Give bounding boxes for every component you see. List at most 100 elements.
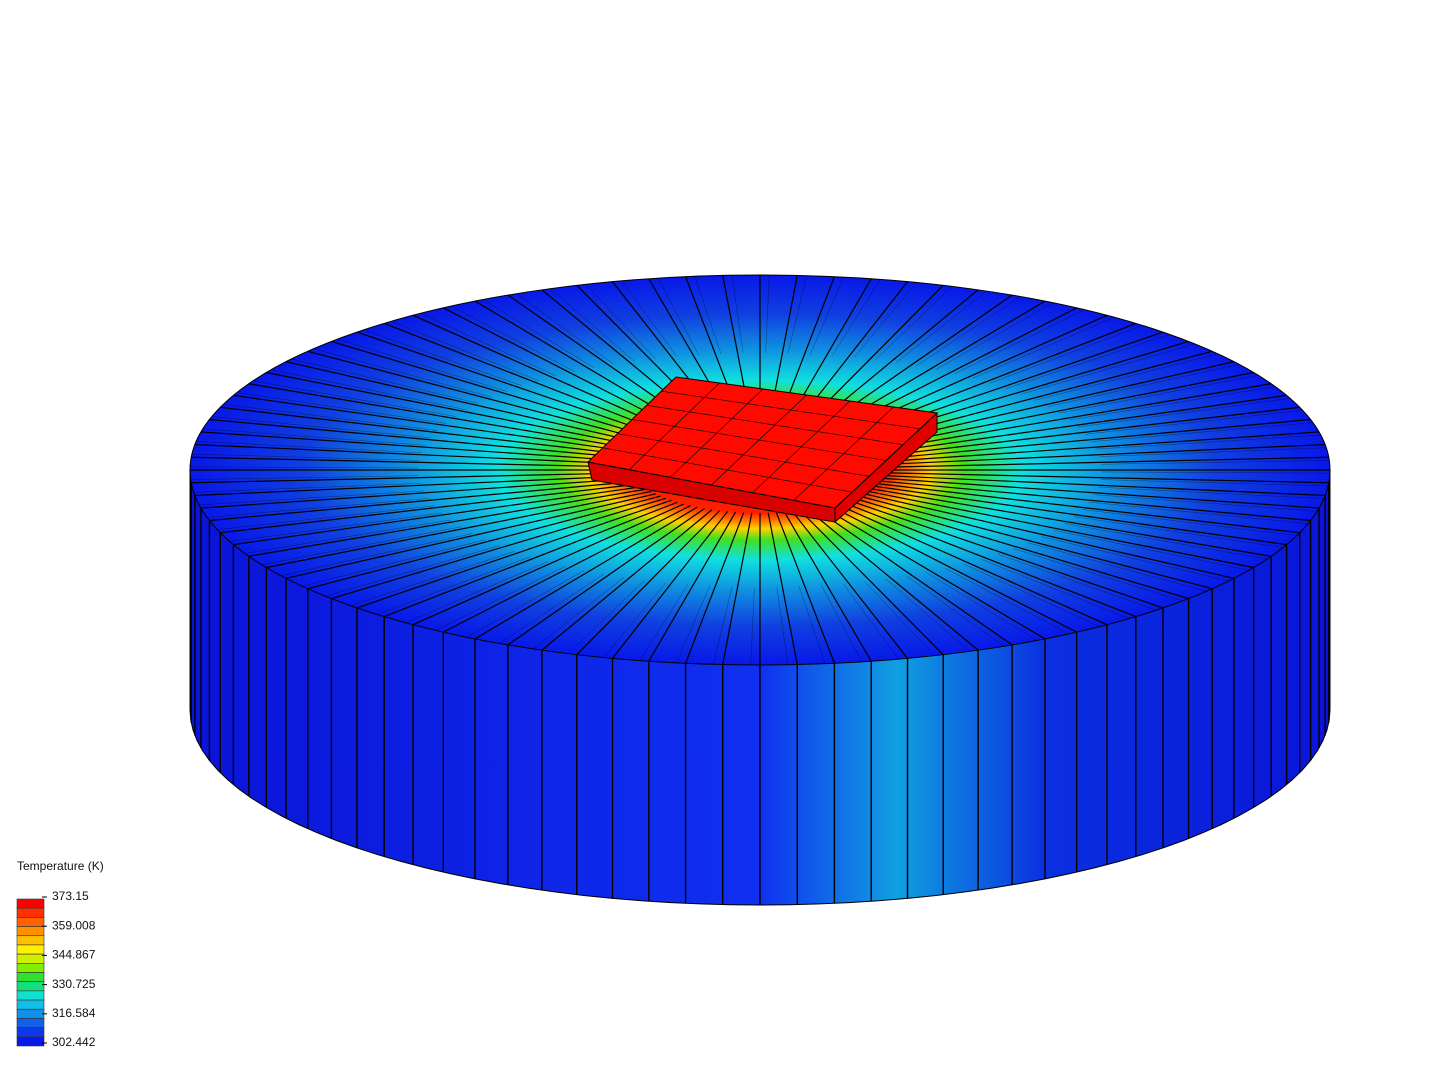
mesh-line: [1047, 364, 1240, 407]
mesh-line: [926, 572, 1037, 641]
mesh-line: [191, 453, 420, 461]
mesh-line: [864, 581, 935, 656]
mesh-line: [405, 561, 548, 623]
legend-band: [16, 944, 45, 955]
fin-edge: [266, 490, 652, 569]
fin-edge: [285, 361, 656, 447]
legend-tick-label: 316.584: [52, 1006, 96, 1020]
mesh-line: [731, 275, 744, 354]
mesh-line: [1041, 536, 1229, 582]
fin-edge: [191, 472, 635, 484]
heatsink-model: [189, 274, 1331, 906]
legend-band: [16, 999, 45, 1010]
mesh-line: [302, 539, 486, 587]
mesh-line: [291, 358, 479, 404]
mesh-line: [809, 277, 844, 355]
fin-edge: [194, 475, 636, 497]
mesh-line: [236, 392, 447, 424]
mesh-line: [1101, 471, 1330, 474]
mesh-line: [280, 533, 473, 576]
legend-band: [16, 990, 45, 1001]
mesh-line: [821, 585, 863, 662]
mesh-line: [981, 559, 1129, 619]
mesh-line: [550, 288, 635, 362]
legend-band: [16, 953, 45, 964]
mesh-line: [1100, 479, 1329, 487]
fin-edge: [412, 503, 684, 626]
mesh-line: [1085, 410, 1303, 435]
fin-edge: [722, 512, 753, 665]
fin-edge: [775, 512, 835, 664]
mesh-line: [750, 586, 755, 665]
mesh-line: [657, 278, 699, 355]
fin-edge: [884, 443, 1326, 465]
mesh-line: [202, 428, 426, 446]
mesh-line: [533, 577, 625, 650]
legend-band: [16, 907, 45, 918]
mesh-line: [196, 441, 422, 454]
fin-edge: [864, 493, 1235, 579]
mesh-line: [190, 466, 419, 469]
mesh-line: [271, 369, 467, 411]
legend-band: [16, 898, 45, 909]
fin-edge: [859, 495, 1213, 590]
legend-band: [16, 1027, 45, 1038]
legend-band: [16, 935, 45, 946]
mesh-line: [1098, 486, 1324, 499]
mesh-line: [989, 325, 1143, 384]
legend-band: [16, 981, 45, 992]
color-legend: Temperature (K) 373.15 359.008 344.867 330.…: [16, 859, 104, 1049]
mesh-line: [997, 553, 1157, 611]
fin-edge: [356, 331, 672, 441]
mesh-line: [853, 282, 917, 358]
fin-edge: [848, 499, 1164, 609]
mesh-line: [906, 575, 1004, 647]
mesh-line: [832, 279, 881, 356]
fin-edge: [266, 371, 652, 450]
mesh-line: [223, 404, 439, 431]
fin-edge: [233, 485, 645, 546]
mesh-line: [585, 284, 656, 359]
mesh-line: [1081, 509, 1297, 536]
legend-band: [16, 963, 45, 973]
mesh-line: [1069, 386, 1276, 421]
fin-edge: [285, 493, 656, 579]
mesh-line: [337, 338, 507, 392]
mesh-line: [676, 585, 711, 663]
fin-edge: [872, 383, 1272, 452]
fin-edge: [685, 512, 745, 664]
mesh-line: [1091, 422, 1313, 442]
mesh-line: [1073, 516, 1284, 548]
mesh-line: [1088, 501, 1309, 524]
fin-edge: [356, 499, 672, 609]
mesh-line: [916, 296, 1021, 367]
fin-edge: [191, 456, 635, 468]
mesh-line: [435, 566, 566, 631]
mesh-line: [325, 545, 500, 597]
legend-tick-label: 359.008: [52, 918, 96, 932]
fin-edge: [331, 497, 666, 600]
fin-edge: [507, 507, 705, 646]
mesh-line: [1101, 460, 1330, 465]
fin-edge: [541, 509, 713, 651]
mesh-line: [377, 556, 531, 615]
mesh-line: [713, 586, 733, 665]
mesh-line: [193, 483, 421, 493]
fin-edge: [248, 383, 648, 452]
mesh-line: [451, 305, 575, 372]
mesh-line: [694, 276, 722, 354]
fin-edge: [882, 431, 1320, 463]
fin-edge: [829, 505, 1077, 633]
mesh-line: [603, 582, 667, 658]
mesh-line: [765, 275, 770, 354]
legend-title: Temperature (K): [17, 859, 104, 873]
fin-edge: [868, 490, 1254, 569]
fin-edge: [881, 418, 1311, 460]
mesh-line: [935, 302, 1054, 370]
fin-edge: [842, 501, 1137, 618]
mesh-line: [1053, 529, 1249, 571]
mesh-line: [793, 406, 894, 501]
mesh-line: [1027, 542, 1207, 592]
fin-edge: [882, 477, 1320, 509]
